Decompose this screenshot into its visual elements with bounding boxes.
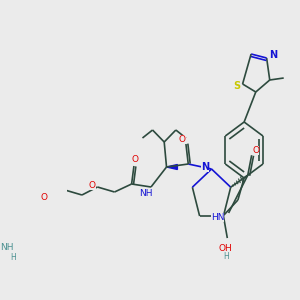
Text: S: S — [233, 81, 240, 91]
Text: O: O — [40, 193, 47, 202]
Text: OH: OH — [219, 244, 232, 253]
Text: O: O — [178, 134, 185, 143]
Text: H: H — [223, 252, 229, 261]
Polygon shape — [167, 164, 177, 169]
Text: HN: HN — [211, 212, 224, 221]
Text: O: O — [132, 154, 139, 164]
Text: NH: NH — [140, 188, 153, 197]
Text: H: H — [10, 253, 16, 262]
Text: N: N — [269, 50, 277, 60]
Text: N: N — [201, 162, 209, 172]
Text: O: O — [252, 146, 259, 155]
Text: NH: NH — [0, 244, 14, 253]
Text: O: O — [88, 181, 95, 190]
